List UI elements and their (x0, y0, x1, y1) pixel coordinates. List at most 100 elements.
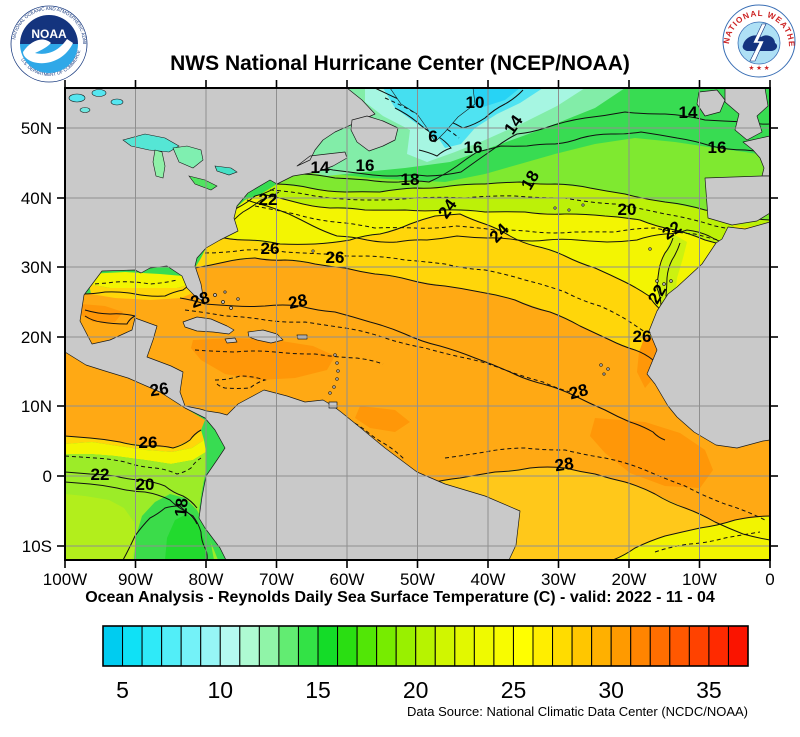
island-bahamas (229, 306, 233, 310)
sst-band-18-20 (261, 182, 770, 254)
colorbar-cell (473, 625, 495, 667)
lon-tick-label: 20W (612, 570, 647, 589)
contour-value-label: 28 (287, 290, 309, 313)
contour-value-label: 22 (259, 190, 278, 209)
nws-stars: ★ ★ ★ (748, 64, 769, 72)
island-antilles (332, 385, 336, 389)
lat-tick-label: 20N (21, 328, 52, 347)
island-azores (553, 206, 557, 210)
lat-tick-label: 0 (43, 467, 52, 486)
noaa-logo-text: NOAA (31, 27, 67, 41)
contour-line (612, 515, 770, 560)
noaa-seagull-icon (23, 39, 73, 64)
colorbar-cell (200, 625, 221, 667)
contour-lines (65, 88, 770, 560)
colorbar-cell (102, 625, 124, 667)
land-africa (646, 221, 770, 449)
inland-water (68, 88, 476, 191)
island-bahamas (213, 293, 217, 297)
colorbar-cell (630, 625, 651, 667)
island-cape-verde (602, 372, 606, 376)
colorbar-cell (727, 625, 749, 667)
colorbar-cell (376, 625, 397, 667)
colorbar-cell (571, 625, 593, 667)
island-antilles (335, 377, 339, 381)
lon-tick-label: 70W (259, 570, 294, 589)
contour-line (84, 309, 137, 325)
island-jamaica (224, 337, 238, 344)
contour-line (276, 181, 770, 221)
colorbar-frame (102, 625, 749, 667)
lon-tick-label: 50W (400, 570, 435, 589)
lake-erie (188, 175, 218, 191)
island-bahamas (221, 300, 225, 304)
water-nw-lake (68, 93, 86, 103)
land-iberia (704, 175, 770, 226)
contour-value-label: 6 (428, 127, 437, 146)
contour-value-label: 10 (466, 93, 485, 112)
contour-line-dashed (65, 455, 202, 475)
colorbar-cell (161, 625, 182, 667)
sst-pacific-gold (65, 430, 204, 452)
contour-value-label: 14 (311, 158, 330, 177)
contour-line (394, 107, 452, 157)
data-source-text: Data Source: National Climatic Data Cent… (407, 704, 748, 719)
lon-tick-label: 80W (189, 570, 224, 589)
colorbar-tick-label: 15 (305, 677, 331, 703)
contour-value-label: 16 (356, 156, 375, 175)
land-layer (65, 88, 770, 560)
map-caption: Ocean Analysis - Reynolds Daily Sea Surf… (85, 589, 715, 606)
contour-value-label: 22 (91, 465, 110, 484)
island-bermuda (311, 249, 315, 253)
contour-line-dashed (184, 309, 571, 393)
contour-line-dashed (444, 447, 766, 521)
contour-line (214, 213, 662, 311)
colorbar-cell (141, 625, 163, 667)
colorbar-cell (297, 625, 319, 667)
colorbar-cell (415, 625, 436, 667)
axis-labels: 100W 90W 80W 70W 60W 50W 40W 30W 20W 10W 0 50N 40N 30… (21, 119, 775, 589)
contour-line (122, 505, 208, 560)
land-great-britain (724, 88, 769, 141)
colorbar-cell (493, 625, 514, 667)
contour-value-label: 20 (618, 200, 637, 219)
island-azores (567, 208, 571, 212)
colorbar-tick-label: 35 (696, 677, 722, 703)
lat-tick-label: 10S (22, 537, 52, 556)
colorbar-cell (337, 625, 358, 667)
contour-value-label: 28 (567, 380, 590, 403)
sst-gulf-yellow (87, 272, 191, 288)
water-nw-lake (110, 98, 124, 106)
contour-value-label: 16 (464, 138, 483, 157)
island-antilles (328, 391, 332, 395)
island-antilles (336, 369, 340, 373)
water-nw-lake (91, 89, 107, 97)
contour-value-label: 26 (633, 327, 652, 346)
colorbar-cell (688, 625, 710, 667)
colorbar-cell (454, 625, 475, 667)
lon-tick-label: 0 (765, 570, 774, 589)
lat-tick-label: 30N (21, 258, 52, 277)
colorbar: 5 10 15 20 25 30 35 (102, 625, 749, 703)
colorbar-tick-label: 30 (598, 677, 624, 703)
lon-tick-label: 40W (471, 570, 506, 589)
contour-line-dashed (204, 249, 646, 333)
sst-band-16-18 (277, 138, 770, 220)
colorbar-cell (180, 625, 202, 667)
contour-value-label: 26 (261, 239, 280, 258)
lon-tick-label: 90W (118, 570, 153, 589)
lon-tick-label: 60W (330, 570, 365, 589)
sst-pacific-coldcore (165, 514, 207, 560)
lake-huron (172, 145, 204, 169)
colorbar-cell (434, 625, 456, 667)
contour-line (304, 111, 770, 177)
land-americas (65, 88, 521, 560)
contour-value-label: 16 (708, 138, 727, 157)
colorbar-cell (278, 625, 299, 667)
colorbar-tick-label: 10 (208, 677, 234, 703)
sst-warm-caribbean (191, 338, 335, 380)
contour-line (179, 297, 666, 441)
